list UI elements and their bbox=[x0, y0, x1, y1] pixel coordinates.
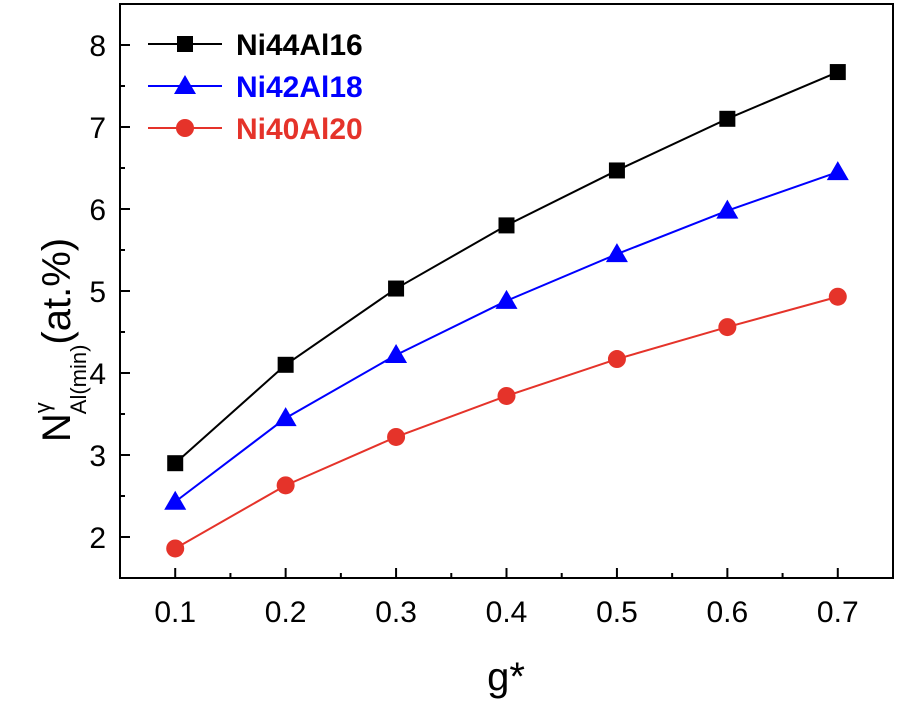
y-axis-label: Nγ Al(min)(at.%) bbox=[30, 238, 91, 442]
legend: Ni44Al16 Ni42Al18 Ni40Al20 bbox=[148, 29, 363, 146]
data-point bbox=[608, 162, 625, 179]
series-layer bbox=[164, 64, 849, 558]
y-tick-label: 3 bbox=[89, 440, 106, 473]
series-Ni40Al20 bbox=[166, 287, 847, 558]
data-point bbox=[605, 243, 628, 263]
x-tick-label: 0.6 bbox=[706, 596, 748, 629]
y-tick-label: 5 bbox=[89, 276, 106, 309]
data-point bbox=[716, 199, 739, 219]
data-point bbox=[274, 407, 297, 427]
data-point bbox=[498, 217, 515, 234]
data-point bbox=[164, 490, 187, 510]
data-point bbox=[388, 280, 405, 297]
data-point bbox=[166, 539, 185, 558]
series-Ni44Al16 bbox=[167, 64, 846, 472]
data-point bbox=[718, 318, 737, 337]
data-point bbox=[276, 476, 295, 495]
legend-item: Ni44Al16 bbox=[148, 29, 363, 62]
data-point bbox=[826, 161, 849, 181]
y-axis-label-superscript: γ bbox=[30, 402, 55, 413]
x-tick-label: 0.3 bbox=[375, 596, 417, 629]
x-axis-ticks: 0.1 0.2 0.3 0.4 0.5 0.6 0.7 bbox=[154, 568, 859, 629]
y-axis-label-subscript: Al(min) bbox=[66, 345, 91, 415]
series-line bbox=[174, 295, 839, 550]
legend-item: Ni42Al18 bbox=[148, 71, 363, 104]
data-point bbox=[829, 64, 846, 81]
legend-label: Ni40Al20 bbox=[236, 113, 363, 146]
data-point bbox=[385, 343, 408, 363]
data-point bbox=[719, 110, 736, 127]
x-tick-label: 0.5 bbox=[596, 596, 638, 629]
legend-label: Ni44Al16 bbox=[236, 29, 363, 62]
y-axis-label-suffix: (at.%) bbox=[35, 238, 79, 345]
series-Ni42Al18 bbox=[164, 161, 849, 510]
y-tick-label: 7 bbox=[89, 112, 106, 145]
y-axis-label-main: N bbox=[35, 413, 79, 442]
x-tick-label: 0.7 bbox=[817, 596, 859, 629]
y-tick-label: 4 bbox=[89, 358, 106, 391]
data-point bbox=[828, 287, 847, 306]
x-tick-label: 0.2 bbox=[265, 596, 307, 629]
y-tick-label: 2 bbox=[89, 522, 106, 555]
legend-marker bbox=[174, 75, 196, 94]
y-tick-label: 8 bbox=[89, 30, 106, 63]
data-point bbox=[607, 350, 626, 369]
legend-marker bbox=[177, 36, 193, 52]
x-tick-label: 0.4 bbox=[486, 596, 528, 629]
y-axis-ticks: 2 3 4 5 6 7 8 bbox=[89, 30, 130, 555]
data-point bbox=[497, 386, 516, 405]
data-point bbox=[387, 427, 406, 446]
legend-item: Ni40Al20 bbox=[148, 113, 363, 146]
y-tick-label: 6 bbox=[89, 194, 106, 227]
data-point bbox=[277, 356, 294, 373]
legend-label: Ni42Al18 bbox=[236, 71, 363, 104]
data-point bbox=[495, 289, 518, 309]
x-axis-label: g* bbox=[487, 655, 525, 699]
data-point bbox=[167, 455, 184, 472]
legend-marker bbox=[176, 119, 194, 137]
x-tick-label: 0.1 bbox=[154, 596, 196, 629]
